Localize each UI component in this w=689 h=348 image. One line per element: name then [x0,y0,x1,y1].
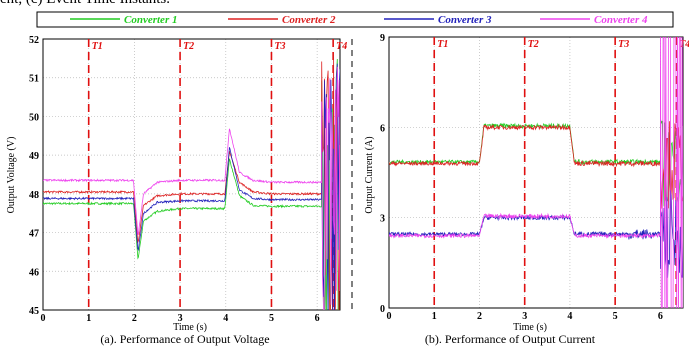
series-converter-4-current [389,37,683,308]
series-converter-4-voltage [43,66,340,310]
y-tick-label: 49 [29,151,39,162]
x-tick-label: 0 [41,313,46,324]
chart-current: T1 T2 T3 T4 0 1 2 3 4 5 6 0 3 6 9 Time (s) Output Cur… [364,33,689,346]
caption-cut-top: ent, (c) Event Time Instants. [0,0,170,8]
y-tick-label: 52 [29,35,39,46]
event-label-t2: T2 [528,39,539,50]
xlabel-current: Time (s) [513,322,547,333]
y-tick-label: 6 [380,123,385,134]
ylabel-current: Output Current (A) [364,136,375,213]
event-label-t3: T3 [274,41,285,52]
x-tick-label: 6 [658,311,663,322]
event-label-t1: T1 [437,39,448,50]
x-tick-label: 2 [477,311,482,322]
y-tick-label: 45 [29,306,39,317]
y-tick-label: 9 [380,33,385,44]
plot-frame-current [388,36,684,309]
x-tick-label: 5 [613,311,618,322]
legend: Converter 1 Converter 2 Converter 3 Convert… [36,11,674,28]
x-tick-label: 5 [269,313,274,324]
caption-current: (b). Performance of Output Current [425,332,596,346]
series-converter-2-voltage [43,54,340,310]
legend-label: Converter 4 [594,14,648,26]
x-tick-label: 6 [315,313,320,324]
x-tick-label: 4 [567,311,572,322]
legend-label: Converter 2 [282,14,336,26]
y-tick-label: 46 [29,267,39,278]
event-label-t4: T4 [679,39,689,50]
x-tick-label: 2 [132,313,137,324]
y-tick-label: 3 [380,214,385,225]
x-tick-label: 0 [387,311,392,322]
event-label-t4: T4 [336,41,347,52]
caption-voltage: (a). Performance of Output Voltage [100,332,269,346]
series-converter-2-current [389,121,683,209]
ylabel-voltage: Output Voltage (V) [6,137,17,214]
event-label-t2: T2 [183,41,194,52]
x-tick-label: 4 [223,313,228,324]
plot-frame-voltage [42,38,341,311]
series-converter-1-voltage [43,58,339,310]
legend-box [36,11,674,28]
x-tick-label: 1 [432,311,437,322]
y-tick-label: 47 [29,229,39,240]
y-tick-label: 51 [29,74,39,85]
y-tick-label: 48 [29,190,39,201]
x-tick-label: 3 [522,311,527,322]
event-label-t3: T3 [618,39,629,50]
x-tick-label: 1 [86,313,91,324]
xlabel-voltage: Time (s) [173,322,207,333]
event-label-t1: T1 [92,41,103,52]
legend-label: Converter 3 [438,14,492,26]
y-tick-label: 50 [29,112,39,123]
y-tick-label: 0 [380,304,385,315]
legend-label: Converter 1 [124,14,177,26]
x-tick-label: 3 [178,313,183,324]
series-converter-3-voltage [43,63,340,310]
